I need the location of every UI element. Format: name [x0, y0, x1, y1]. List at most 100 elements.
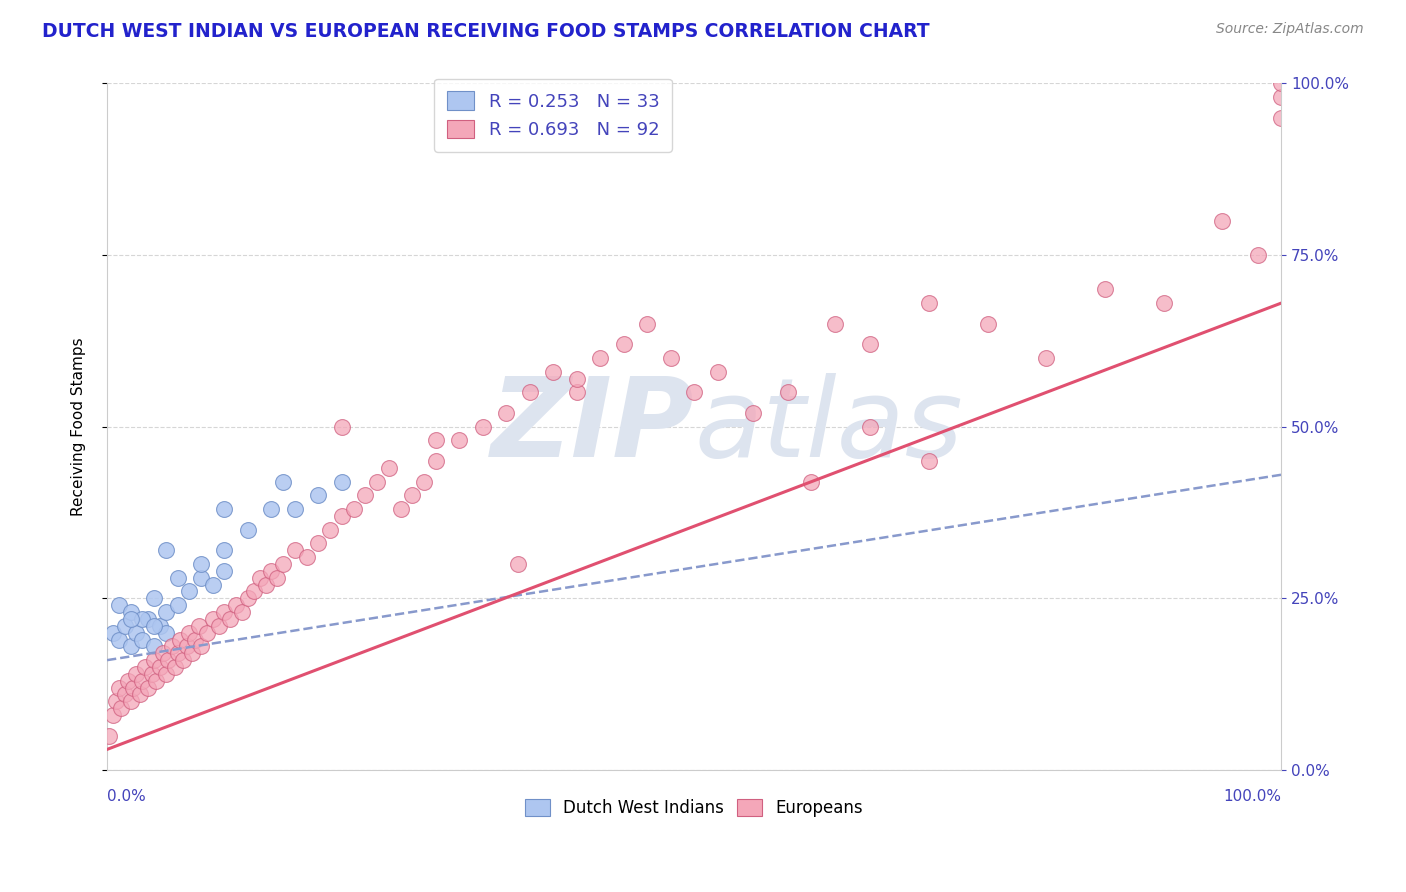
Point	[236, 591, 259, 606]
Point	[918, 296, 941, 310]
Point	[190, 640, 212, 654]
Point	[155, 666, 177, 681]
Point	[976, 317, 998, 331]
Point	[506, 557, 529, 571]
Point	[155, 605, 177, 619]
Point	[214, 564, 236, 578]
Point	[706, 365, 728, 379]
Point	[143, 640, 166, 654]
Point	[659, 351, 682, 365]
Point	[1035, 351, 1057, 365]
Point	[266, 571, 288, 585]
Point	[184, 632, 207, 647]
Point	[179, 584, 201, 599]
Point	[284, 502, 307, 516]
Point	[271, 475, 294, 489]
Point	[108, 681, 131, 695]
Text: 100.0%: 100.0%	[1223, 789, 1281, 804]
Point	[117, 673, 139, 688]
Point	[225, 599, 247, 613]
Point	[143, 653, 166, 667]
Point	[134, 660, 156, 674]
Text: Source: ZipAtlas.com: Source: ZipAtlas.com	[1216, 22, 1364, 37]
Point	[1094, 282, 1116, 296]
Point	[155, 625, 177, 640]
Point	[343, 502, 366, 516]
Point	[260, 564, 283, 578]
Point	[214, 502, 236, 516]
Point	[143, 619, 166, 633]
Point	[565, 372, 588, 386]
Point	[131, 612, 153, 626]
Point	[122, 681, 145, 695]
Point	[541, 365, 564, 379]
Point	[195, 625, 218, 640]
Point	[800, 475, 823, 489]
Point	[108, 599, 131, 613]
Point	[295, 550, 318, 565]
Point	[129, 688, 152, 702]
Point	[636, 317, 658, 331]
Point	[190, 571, 212, 585]
Point	[495, 406, 517, 420]
Point	[207, 619, 229, 633]
Point	[519, 385, 541, 400]
Point	[157, 653, 180, 667]
Point	[190, 557, 212, 571]
Point	[165, 660, 187, 674]
Point	[136, 612, 159, 626]
Point	[166, 646, 188, 660]
Point	[589, 351, 612, 365]
Point	[180, 646, 202, 660]
Point	[201, 612, 224, 626]
Point	[120, 640, 142, 654]
Point	[176, 640, 198, 654]
Point	[114, 619, 136, 633]
Point	[131, 632, 153, 647]
Point	[366, 475, 388, 489]
Point	[254, 577, 277, 591]
Point	[378, 461, 401, 475]
Point	[425, 434, 447, 448]
Point	[98, 729, 121, 743]
Point	[160, 640, 183, 654]
Point	[859, 419, 882, 434]
Point	[354, 488, 377, 502]
Point	[471, 419, 494, 434]
Point	[105, 694, 128, 708]
Point	[149, 619, 172, 633]
Point	[1270, 111, 1292, 125]
Point	[741, 406, 763, 420]
Point	[249, 571, 271, 585]
Point	[918, 454, 941, 468]
Point	[330, 508, 353, 523]
Point	[169, 632, 191, 647]
Point	[231, 605, 253, 619]
Y-axis label: Receiving Food Stamps: Receiving Food Stamps	[72, 337, 86, 516]
Point	[271, 557, 294, 571]
Point	[120, 612, 142, 626]
Point	[401, 488, 423, 502]
Point	[201, 577, 224, 591]
Point	[683, 385, 706, 400]
Point	[260, 502, 283, 516]
Point	[179, 625, 201, 640]
Point	[307, 536, 329, 550]
Point	[187, 619, 209, 633]
Point	[166, 571, 188, 585]
Point	[776, 385, 799, 400]
Text: atlas: atlas	[695, 373, 963, 480]
Point	[166, 599, 188, 613]
Point	[155, 543, 177, 558]
Point	[243, 584, 266, 599]
Point	[565, 385, 588, 400]
Point	[120, 605, 142, 619]
Point	[1211, 213, 1233, 227]
Point	[859, 337, 882, 351]
Point	[330, 475, 353, 489]
Point	[125, 666, 148, 681]
Point	[131, 673, 153, 688]
Point	[143, 591, 166, 606]
Point	[214, 543, 236, 558]
Point	[449, 434, 471, 448]
